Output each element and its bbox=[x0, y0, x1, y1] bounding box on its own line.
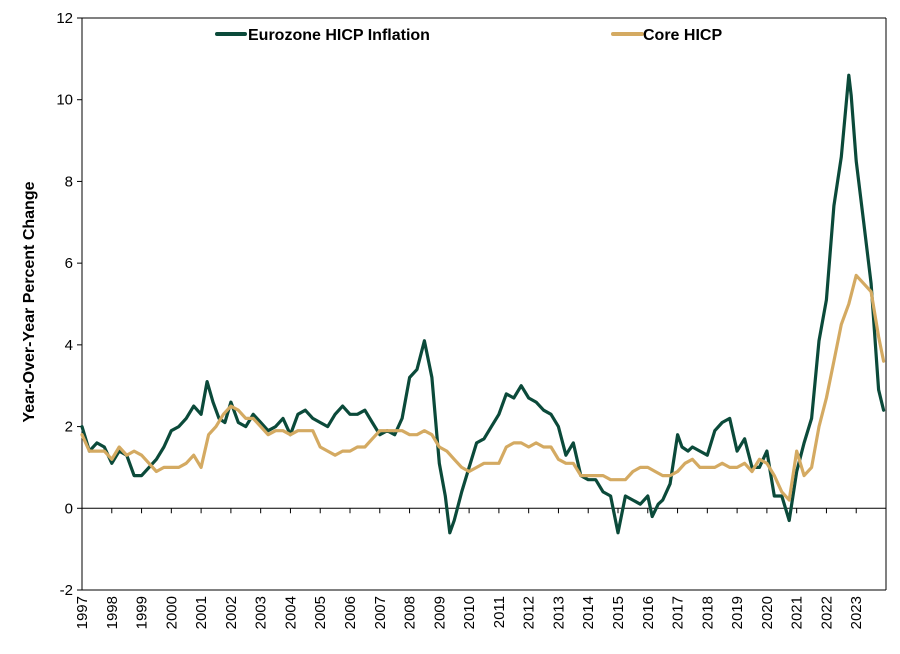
y-tick-label: -2 bbox=[60, 582, 73, 599]
x-tick-label: 2009 bbox=[431, 596, 448, 629]
x-tick-label: 2022 bbox=[818, 596, 835, 629]
x-tick-label: 2020 bbox=[759, 596, 776, 629]
y-axis-title: Year-Over-Year Percent Change bbox=[21, 181, 38, 422]
x-tick-label: 2023 bbox=[848, 596, 865, 629]
x-tick-label: 2002 bbox=[223, 596, 240, 629]
y-tick-label: 6 bbox=[65, 255, 73, 272]
x-tick-label: 2010 bbox=[461, 596, 478, 629]
x-tick-label: 2007 bbox=[372, 596, 389, 629]
x-tick-label: 2005 bbox=[312, 596, 329, 629]
y-axis-ticks: -2 0 2 4 6 8 10 12 bbox=[56, 10, 82, 599]
x-tick-label: 2013 bbox=[550, 596, 567, 629]
x-tick-label: 2018 bbox=[699, 596, 716, 629]
legend-label: Eurozone HICP Inflation bbox=[248, 27, 430, 44]
x-tick-label: 1999 bbox=[134, 596, 151, 629]
y-tick-label: 8 bbox=[65, 173, 73, 190]
axes bbox=[81, 17, 887, 591]
x-tick-label: 2011 bbox=[491, 596, 508, 628]
x-tick-label: 2014 bbox=[580, 596, 597, 629]
x-tick-label: 2006 bbox=[342, 596, 359, 629]
legend: Eurozone HICP Inflation Core HICP bbox=[215, 27, 722, 44]
x-tick-label: 2003 bbox=[253, 596, 270, 629]
x-axis-ticks: 1997 1998 1999 2000 2001 2002 2003 2004 2005 2006… bbox=[74, 508, 865, 629]
x-tick-label: 2012 bbox=[521, 596, 538, 629]
x-tick-label: 2017 bbox=[670, 596, 687, 629]
series-lines bbox=[80, 73, 886, 535]
y-tick-label: 4 bbox=[65, 337, 73, 354]
y-tick-label: 2 bbox=[65, 419, 73, 436]
x-tick-label: 1998 bbox=[104, 596, 121, 629]
x-tick-label: 1997 bbox=[74, 596, 91, 629]
y-tick-label: 10 bbox=[56, 92, 73, 109]
y-tick-label: 12 bbox=[56, 10, 73, 27]
series-line-core-hicp bbox=[80, 273, 886, 502]
x-tick-label: 2004 bbox=[282, 596, 299, 629]
y-tick-label: 0 bbox=[65, 500, 73, 517]
x-tick-label: 2021 bbox=[789, 596, 806, 629]
legend-label: Core HICP bbox=[643, 27, 722, 44]
x-tick-label: 2019 bbox=[729, 596, 746, 629]
x-tick-label: 2000 bbox=[163, 596, 180, 629]
x-tick-label: 2016 bbox=[640, 596, 657, 629]
x-tick-label: 2001 bbox=[193, 596, 210, 629]
x-tick-label: 2008 bbox=[402, 596, 419, 629]
x-tick-label: 2015 bbox=[610, 596, 627, 629]
